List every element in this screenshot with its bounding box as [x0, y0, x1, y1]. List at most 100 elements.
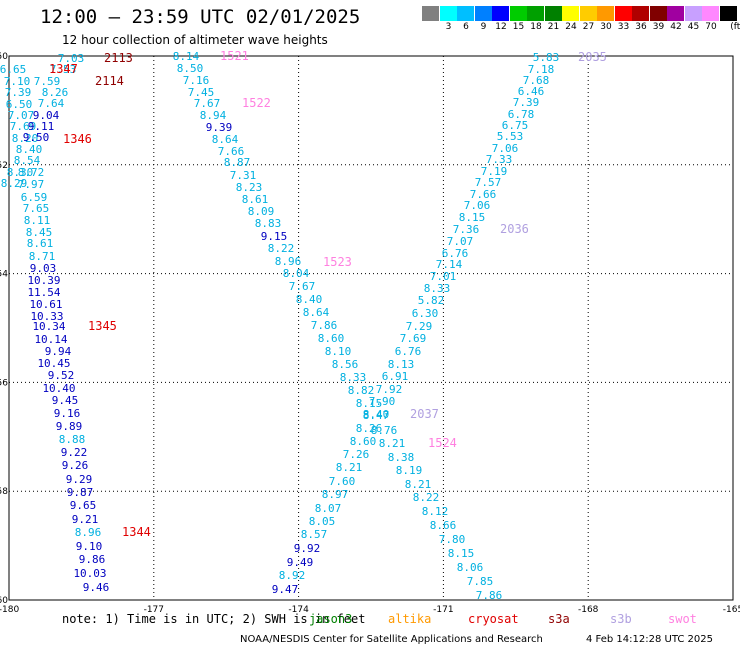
wave-height-value: 9.92: [294, 542, 321, 555]
map-title: 12:00 – 23:59 UTC 02/01/2025: [40, 6, 361, 28]
legend-swatch: [614, 6, 632, 21]
legend-label: 3: [445, 22, 452, 32]
wave-height-value: 8.22: [413, 491, 440, 504]
wave-height-value: 7.66: [470, 188, 497, 201]
wave-height-value: 7.33: [486, 153, 513, 166]
wave-height-value: 10.45: [37, 357, 70, 370]
legend-label: 39: [652, 22, 665, 32]
wave-height-value: 8.33: [340, 371, 367, 384]
wave-height-value: 8.40: [16, 143, 43, 156]
mission-label-swot: swot: [668, 612, 697, 626]
wave-height-value: 9.87: [67, 486, 94, 499]
wave-height-value: 9.15: [261, 230, 288, 243]
wave-height-value: 10.40: [42, 382, 75, 395]
wave-height-value: 9.47: [272, 583, 299, 596]
wave-height-value: 7.06: [492, 142, 519, 155]
legend-swatch: [544, 6, 562, 21]
wave-height-value: 7.14: [436, 258, 463, 271]
legend-label: 12: [495, 22, 507, 32]
legend-label: 15: [512, 22, 525, 32]
lat-tick-label: -54: [0, 270, 8, 280]
wave-height-value: 8.66: [430, 519, 457, 532]
map-subtitle: 12 hour collection of altimeter wave hei…: [62, 33, 328, 47]
wave-height-value: 8.94: [200, 109, 227, 122]
wave-height-value: 9.49: [287, 556, 314, 569]
wave-height-value: 10.39: [27, 274, 60, 287]
wave-height-value: 7.06: [464, 199, 491, 212]
wave-height-value: 7.90: [369, 395, 396, 408]
wave-height-value: 9.26: [62, 459, 89, 472]
wave-height-value: 7.39: [5, 86, 32, 99]
wave-height-value: 8.22: [268, 242, 295, 255]
wave-height-value: 8.12: [422, 505, 449, 518]
wave-height-value: 8.60: [318, 332, 345, 345]
wave-height-value: 7.07: [447, 235, 474, 248]
wave-height-value: 8.04: [283, 267, 310, 280]
wave-height-value: 8.61: [242, 193, 269, 206]
legend-swatch: [597, 6, 614, 21]
wave-height-value: 7.68: [523, 74, 550, 87]
pass-number-label: 2035: [578, 50, 607, 64]
wave-height-value: 9.29: [66, 473, 93, 486]
wave-height-value: 8.13: [388, 358, 415, 371]
lat-tick-label: -52: [0, 161, 8, 171]
wave-height-value: 8.14: [173, 50, 200, 63]
wave-height-value: 8.45: [26, 226, 53, 239]
pass-number-label: 1344: [122, 525, 151, 539]
legend-label: 9: [480, 22, 487, 32]
legend-swatch: [562, 6, 579, 21]
legend-label: 18: [530, 22, 542, 32]
pass-number-label: 2113: [104, 51, 133, 65]
wave-height-value: 8.97: [322, 488, 349, 501]
legend-label: 70: [705, 22, 717, 32]
wave-height-value: 9.45: [52, 394, 79, 407]
legend-swatch: [422, 6, 439, 21]
legend-label: 27: [582, 22, 595, 32]
pass-number-label: 1346: [63, 132, 92, 146]
wave-height-value: 8.82: [348, 384, 375, 397]
legend-swatch: [492, 6, 509, 21]
wave-height-value: 9.22: [61, 446, 88, 459]
lon-tick-label: -180: [0, 605, 19, 615]
wave-height-value: 8.20: [12, 132, 39, 145]
wave-height-value: 7.67: [289, 280, 316, 293]
wave-height-value: 9.11: [28, 120, 55, 133]
wave-height-value: 8.38: [388, 451, 415, 464]
lat-tick-label: -60: [0, 596, 8, 606]
wave-height-value: 8.96: [75, 526, 102, 539]
wave-height-value: 7.69: [400, 332, 427, 345]
wave-height-value: 7.65: [23, 202, 50, 215]
wave-height-value: 7.01: [430, 270, 457, 283]
wave-height-value: 7.36: [453, 223, 480, 236]
wave-height-value: 7.64: [38, 97, 65, 110]
wave-height-value: 8.15: [356, 397, 383, 410]
wave-height-value: 7.10: [4, 75, 31, 88]
wave-height-value: 7.66: [218, 145, 245, 158]
wave-height-value: 5.82: [418, 294, 445, 307]
wave-height-value: 8.72: [18, 166, 45, 179]
legend-swatch: [474, 6, 492, 21]
wave-height-value: 6.59: [21, 191, 48, 204]
wave-height-value: 7.92: [376, 383, 403, 396]
wave-height-value: 8.33: [424, 282, 451, 295]
wave-height-value: 5.83: [533, 51, 560, 64]
legend-label: 21: [547, 22, 560, 32]
wave-height-value: 8.64: [303, 306, 330, 319]
lat-tick-label: -58: [0, 487, 8, 497]
axis-tick-labels: -180 -177 -174 -171 -168 -165 -50 -52 -54 -56 -58 -…: [0, 52, 740, 615]
mission-label-s3b: s3b: [610, 612, 632, 626]
wave-height-value: 8.96: [275, 255, 302, 268]
lat-tick-label: -50: [0, 52, 8, 62]
legend-swatch: [667, 6, 684, 21]
pass-number-label: 1345: [88, 319, 117, 333]
wave-height-value: 7.53: [50, 63, 77, 76]
legend-swatch: [527, 6, 544, 21]
wave-height-value: 6.75: [502, 119, 529, 132]
legend-label: 30: [600, 22, 612, 32]
wave-height-value: 10.14: [34, 333, 67, 346]
wave-height-value: 9.50: [23, 131, 50, 144]
lat-tick-label: -56: [0, 378, 8, 388]
wave-height-value: 8.21: [336, 461, 363, 474]
wave-height-value: 7.85: [467, 575, 494, 588]
